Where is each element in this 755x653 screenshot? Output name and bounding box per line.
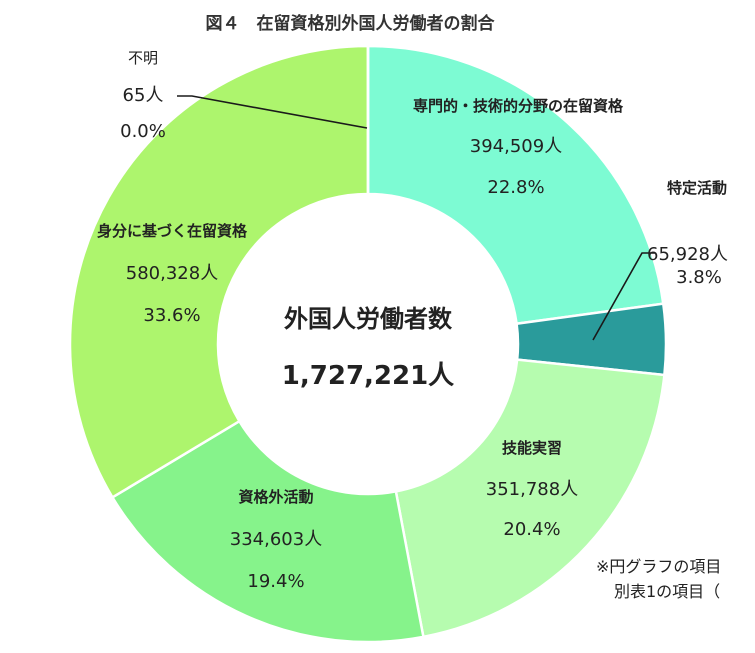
leader-line-unknown — [177, 95, 368, 129]
slice-label-percent: 3.8% — [676, 267, 722, 288]
slice-label-percent: 33.6% — [143, 305, 200, 326]
slice-label-count: 65,928人 — [647, 244, 728, 265]
slice-label-count: 580,328人 — [126, 263, 218, 284]
leader-lines — [177, 95, 655, 341]
slice-label-name: 身分に基づく在留資格 — [97, 222, 248, 240]
center-label: 外国人労働者数 — [284, 305, 453, 333]
leader-line-specific-activities — [592, 252, 655, 341]
slice-label-count: 394,509人 — [470, 136, 562, 157]
slice-label-count: 334,603人 — [230, 529, 322, 550]
footnote-line-1: ※円グラフの項目 — [596, 557, 721, 576]
pie-slice — [394, 358, 666, 639]
slice-label-name: 不明 — [128, 49, 158, 67]
slice-label-name: 技能実習 — [502, 439, 562, 457]
slice-label-percent: 19.4% — [247, 571, 304, 592]
pie-slice — [110, 419, 425, 644]
pie-slice — [366, 44, 665, 326]
center-value: 1,727,221人 — [282, 361, 454, 391]
slice-label-count: 65人 — [123, 85, 164, 106]
slice-label-percent: 22.8% — [487, 177, 544, 198]
slice-label-name: 専門的・技術的分野の在留資格 — [413, 97, 624, 115]
slice-label-percent: 0.0% — [120, 121, 166, 142]
slice-label-percent: 20.4% — [503, 519, 560, 540]
chart-title: 図４ 在留資格別外国人労働者の割合 — [206, 13, 496, 34]
footnote-line-2: 別表1の項目（ — [614, 582, 720, 601]
slice-label-count: 351,788人 — [486, 479, 578, 500]
slice-label-name: 資格外活動 — [238, 488, 313, 506]
pie-slice — [68, 44, 370, 500]
pie-slices — [68, 44, 668, 644]
slice-label-name: 特定活動 — [667, 179, 727, 197]
